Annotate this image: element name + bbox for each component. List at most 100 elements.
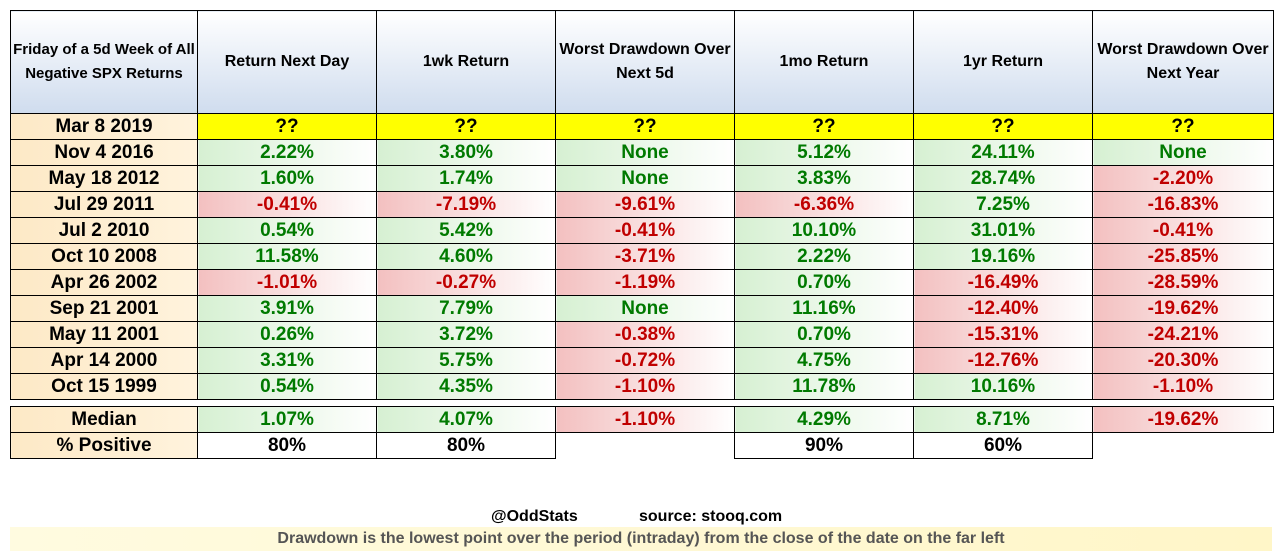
row-value: -12.76% (913, 347, 1093, 374)
positive-value: 80% (197, 432, 377, 459)
row-date: May 11 2001 (10, 321, 198, 348)
positive-value: 90% (734, 432, 914, 459)
positive-value: 60% (913, 432, 1093, 459)
row-value: 28.74% (913, 165, 1093, 192)
row-value: -0.38% (555, 321, 735, 348)
positive-row: % Positive 80% 80% 90% 60% (10, 432, 1274, 459)
row-value: -3.71% (555, 243, 735, 270)
row-value: 3.83% (734, 165, 914, 192)
positive-value: 80% (376, 432, 556, 459)
row-date: May 18 2012 (10, 165, 198, 192)
table-row: Apr 26 2002 -1.01% -0.27% -1.19% 0.70% -16.49… (10, 269, 1274, 296)
row-value: -1.10% (555, 373, 735, 400)
row-value: None (555, 139, 735, 166)
row-value: -6.36% (734, 191, 914, 218)
current-value: ?? (376, 113, 556, 140)
table-row: May 11 2001 0.26% 3.72% -0.38% 0.70% -15.31% -… (10, 321, 1274, 348)
returns-table: Friday of a 5d Week of All Negative SPX … (10, 10, 1274, 459)
table-row: Oct 15 1999 0.54% 4.35% -1.10% 11.78% 10.16% -… (10, 373, 1274, 400)
row-value: 3.91% (197, 295, 377, 322)
header-worst-drawdown-year: Worst Drawdown Over Next Year (1092, 10, 1274, 114)
row-value: -16.49% (913, 269, 1093, 296)
row-value: 3.31% (197, 347, 377, 374)
row-value: 24.11% (913, 139, 1093, 166)
row-value: 11.16% (734, 295, 914, 322)
row-value: 4.35% (376, 373, 556, 400)
row-value: 4.75% (734, 347, 914, 374)
row-value: -1.19% (555, 269, 735, 296)
row-date: Jul 29 2011 (10, 191, 198, 218)
row-value: -15.31% (913, 321, 1093, 348)
current-row: Mar 8 2019 ?? ?? ?? ?? ?? ?? (10, 113, 1274, 140)
row-value: 2.22% (197, 139, 377, 166)
spacer-row (10, 399, 1274, 407)
header-return-next-day: Return Next Day (197, 10, 377, 114)
row-value: -0.41% (197, 191, 377, 218)
row-value: 10.10% (734, 217, 914, 244)
row-value: -28.59% (1092, 269, 1274, 296)
row-value: 0.54% (197, 373, 377, 400)
credits-source: source: stooq.com (639, 508, 783, 525)
row-value: -12.40% (913, 295, 1093, 322)
row-value: 31.01% (913, 217, 1093, 244)
row-value: -9.61% (555, 191, 735, 218)
row-value: 0.70% (734, 269, 914, 296)
header-row: Friday of a 5d Week of All Negative SPX … (10, 10, 1274, 114)
row-value: None (555, 295, 735, 322)
row-date: Apr 26 2002 (10, 269, 198, 296)
median-value: -1.10% (555, 406, 735, 433)
median-value: 8.71% (913, 406, 1093, 433)
row-value: 5.12% (734, 139, 914, 166)
row-value: 5.75% (376, 347, 556, 374)
row-date: Sep 21 2001 (10, 295, 198, 322)
row-value: -2.20% (1092, 165, 1274, 192)
row-value: 5.42% (376, 217, 556, 244)
table-row: Jul 29 2011 -0.41% -7.19% -9.61% -6.36% 7.25%… (10, 191, 1274, 218)
row-date: Oct 15 1999 (10, 373, 198, 400)
row-value: 7.79% (376, 295, 556, 322)
row-value: -25.85% (1092, 243, 1274, 270)
credits-handle: @OddStats (491, 508, 578, 525)
current-value: ?? (1092, 113, 1274, 140)
table-row: Jul 2 2010 0.54% 5.42% -0.41% 10.10% 31.01% -0… (10, 217, 1274, 244)
row-value: 1.74% (376, 165, 556, 192)
row-value: 11.58% (197, 243, 377, 270)
row-date: Jul 2 2010 (10, 217, 198, 244)
median-label: Median (10, 406, 198, 433)
row-value: 7.25% (913, 191, 1093, 218)
row-value: -1.10% (1092, 373, 1274, 400)
current-value: ?? (734, 113, 914, 140)
row-value: -24.21% (1092, 321, 1274, 348)
row-value: 4.60% (376, 243, 556, 270)
current-value: ?? (913, 113, 1093, 140)
row-date: Oct 10 2008 (10, 243, 198, 270)
row-value: 3.80% (376, 139, 556, 166)
row-date: Apr 14 2000 (10, 347, 198, 374)
row-value: 11.78% (734, 373, 914, 400)
median-row: Median 1.07% 4.07% -1.10% 4.29% 8.71% -19.62% (10, 406, 1274, 433)
row-value: -16.83% (1092, 191, 1274, 218)
row-value: -0.27% (376, 269, 556, 296)
positive-empty (555, 432, 735, 459)
row-date: Nov 4 2016 (10, 139, 198, 166)
row-value: 3.72% (376, 321, 556, 348)
positive-label: % Positive (10, 432, 198, 459)
row-value: None (555, 165, 735, 192)
table-row: May 18 2012 1.60% 1.74% None 3.83% 28.74% -2.2… (10, 165, 1274, 192)
row-value: None (1092, 139, 1274, 166)
current-date: Mar 8 2019 (10, 113, 198, 140)
row-value: 0.26% (197, 321, 377, 348)
header-1mo-return: 1mo Return (734, 10, 914, 114)
row-value: -7.19% (376, 191, 556, 218)
table-row: Oct 10 2008 11.58% 4.60% -3.71% 2.22% 19.16% -… (10, 243, 1274, 270)
row-value: -1.01% (197, 269, 377, 296)
median-value: 4.29% (734, 406, 914, 433)
row-value: -19.62% (1092, 295, 1274, 322)
header-date: Friday of a 5d Week of All Negative SPX … (10, 10, 198, 114)
drawdown-note: Drawdown is the lowest point over the pe… (10, 527, 1272, 551)
row-value: 0.70% (734, 321, 914, 348)
median-value: 1.07% (197, 406, 377, 433)
row-value: -20.30% (1092, 347, 1274, 374)
header-worst-drawdown-5d: Worst Drawdown Over Next 5d (555, 10, 735, 114)
row-value: 1.60% (197, 165, 377, 192)
